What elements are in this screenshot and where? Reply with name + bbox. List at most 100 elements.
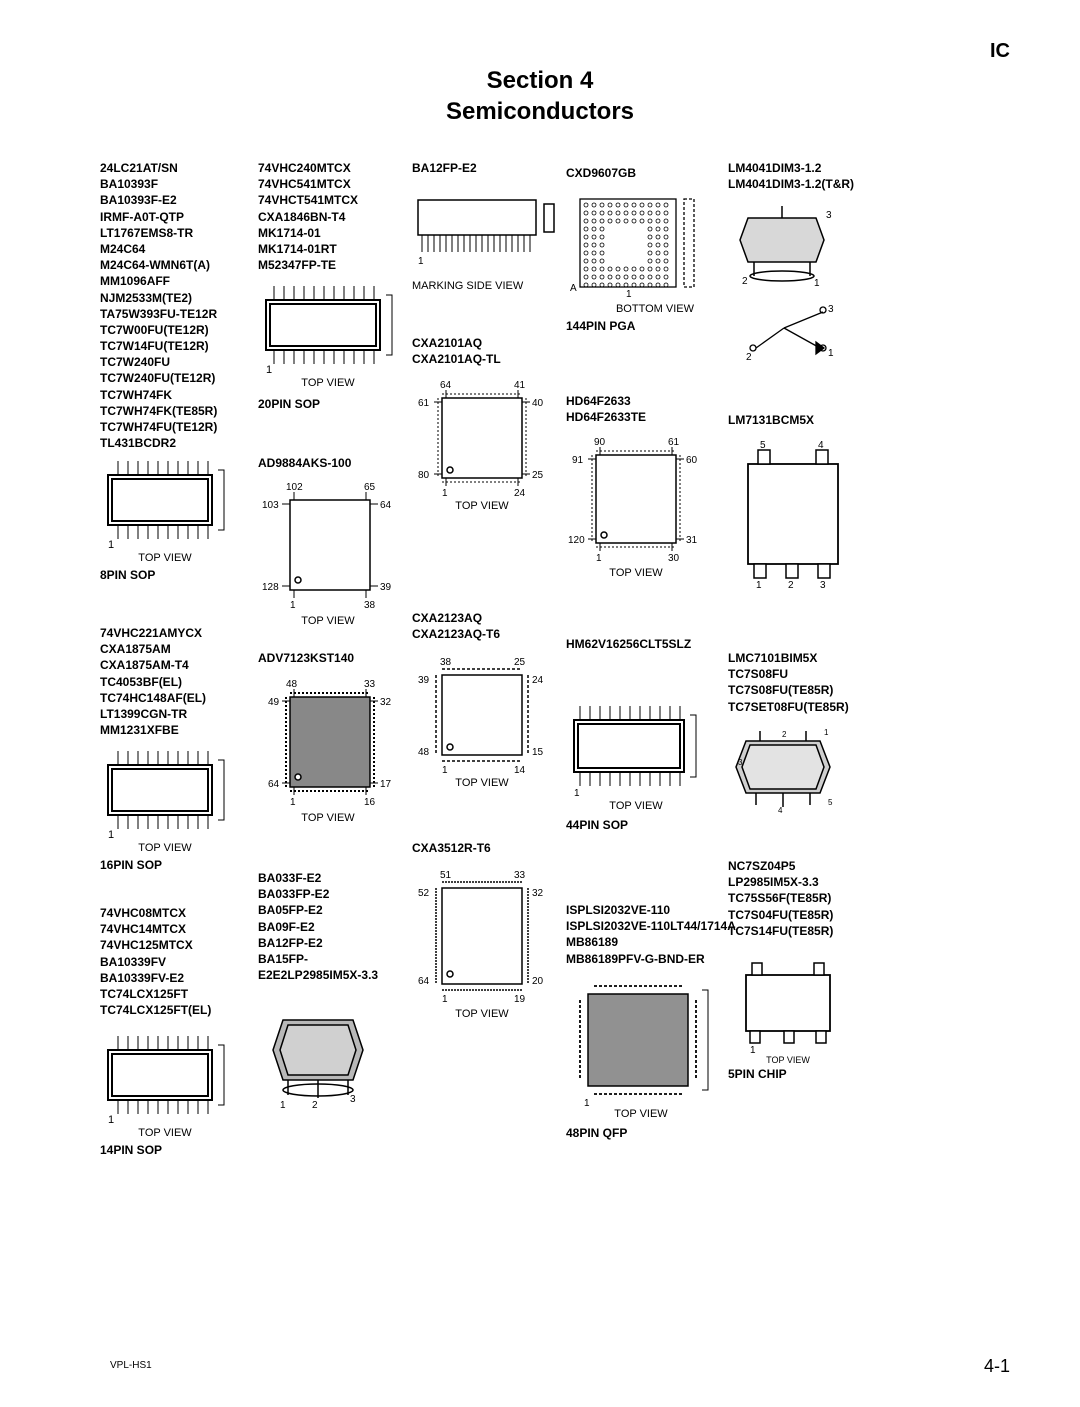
svg-text:61: 61 xyxy=(668,437,680,448)
svg-text:1: 1 xyxy=(290,600,296,611)
col3-list4: CXA3512R-T6 xyxy=(412,840,491,862)
svg-text:20: 20 xyxy=(532,976,544,987)
sot23-5-icon: 1 2 3 4 5 xyxy=(728,725,848,815)
svg-text:3: 3 xyxy=(820,580,826,590)
svg-text:1: 1 xyxy=(828,348,834,359)
pga144-icon: A 1 xyxy=(566,193,716,303)
svg-text:1: 1 xyxy=(266,364,272,375)
topview-label: TOP VIEW xyxy=(728,1055,848,1065)
col1-pkg2: 1 TOP VIEW 16PIN SOP xyxy=(100,745,230,872)
svg-text:24: 24 xyxy=(532,675,544,686)
svg-text:64: 64 xyxy=(380,500,392,511)
svg-text:38: 38 xyxy=(440,657,452,668)
qfp64b-icon: 51 33 32 20 19 1 52 64 xyxy=(412,866,552,1006)
svg-text:25: 25 xyxy=(514,657,526,668)
col1-pkg3: 1 TOP VIEW 14PIN SOP xyxy=(100,1030,230,1157)
footer-left: VPL-HS1 xyxy=(110,1360,152,1371)
pga-label: 144PIN PGA xyxy=(566,319,716,333)
section-line2: Semiconductors xyxy=(0,96,1080,127)
pkg1-label: 20PIN SOP xyxy=(258,397,398,411)
col5-list3: LMC7101BIM5XTC7S08FUTC7S08FU(TE85R)TC7SE… xyxy=(728,650,849,721)
topview-label: TOP VIEW xyxy=(258,615,398,627)
header-ic: IC xyxy=(990,40,1010,63)
sop44-label: 44PIN SOP xyxy=(566,818,706,832)
col4-pkg4: 1 TOP VIEW 48PIN QFP xyxy=(566,978,716,1140)
col5-pkg1a: 3 2 1 xyxy=(728,200,848,290)
qfp48-body-icon: 1 xyxy=(566,978,716,1106)
svg-text:3: 3 xyxy=(350,1094,356,1105)
sop14-icon: 1 xyxy=(100,1030,230,1125)
svg-text:5: 5 xyxy=(828,798,833,807)
svg-text:25: 25 xyxy=(532,470,544,481)
topview-label: TOP VIEW xyxy=(566,800,706,812)
svg-text:102: 102 xyxy=(286,482,303,493)
col2-list2: AD9884AKS-100 xyxy=(258,455,351,477)
svg-text:1: 1 xyxy=(108,539,114,550)
svg-text:33: 33 xyxy=(364,679,376,690)
svg-text:14: 14 xyxy=(514,765,526,775)
svg-text:40: 40 xyxy=(532,398,544,409)
svg-text:17: 17 xyxy=(380,779,392,790)
qfp120-icon: 90 61 60 31 30 1 91 120 xyxy=(566,435,706,565)
svg-text:91: 91 xyxy=(572,455,584,466)
svg-text:39: 39 xyxy=(380,582,392,593)
topview-label: TOP VIEW xyxy=(412,1008,552,1020)
svg-text:64: 64 xyxy=(418,976,430,987)
sot23-icon: 3 2 1 xyxy=(728,200,848,290)
col2-list1: 74VHC240MTCX74VHC541MTCX74VHCT541MTCXCXA… xyxy=(258,160,358,279)
col3-pkg2: 64 41 40 25 24 1 61 80 TOP VIEW xyxy=(412,378,552,512)
svg-text:2: 2 xyxy=(746,352,752,363)
svg-text:2: 2 xyxy=(742,276,748,287)
svg-text:33: 33 xyxy=(514,870,526,881)
svg-text:64: 64 xyxy=(440,380,452,391)
svg-text:1: 1 xyxy=(574,788,580,798)
svg-text:1: 1 xyxy=(824,728,829,737)
svg-text:1: 1 xyxy=(418,256,424,267)
topview-label: TOP VIEW xyxy=(566,567,706,579)
pkg3-label: 14PIN SOP xyxy=(100,1143,230,1157)
svg-text:2: 2 xyxy=(782,730,787,739)
svg-text:30: 30 xyxy=(668,553,680,564)
col4-pkg2: 90 61 60 31 30 1 91 120 TOP VIEW xyxy=(566,435,706,579)
col2-list3: ADV7123KST140 xyxy=(258,650,354,672)
svg-text:2: 2 xyxy=(788,580,794,590)
col4-list1: CXD9607GB xyxy=(566,165,636,187)
col5-pkg2: 5 4 1 2 3 xyxy=(728,440,858,590)
topview-label: TOP VIEW xyxy=(100,1127,230,1139)
col3-pkg4: 51 33 32 20 19 1 52 64 TOP VIEW xyxy=(412,866,552,1020)
col5-list4: NC7SZ04P5LP2985IM5X-3.3TC75S56F(TE85R)TC… xyxy=(728,858,833,945)
qfp80-icon: 64 41 40 25 24 1 61 80 xyxy=(412,378,552,498)
svg-text:61: 61 xyxy=(418,398,430,409)
col1-list3: 74VHC08MTCX74VHC14MTCX74VHC125MTCXBA1033… xyxy=(100,905,211,1024)
sot5-icon: 5 4 1 2 3 xyxy=(728,440,858,590)
svg-text:60: 60 xyxy=(686,455,698,466)
col1-list1: 24LC21AT/SNBA10393FBA10393F-E2IRMF-A0T-Q… xyxy=(100,160,217,457)
svg-text:16: 16 xyxy=(364,797,376,808)
svg-text:3: 3 xyxy=(738,758,743,767)
topview-label: TOP VIEW xyxy=(100,842,230,854)
col5-list2: LM7131BCM5X xyxy=(728,412,814,434)
svg-text:1: 1 xyxy=(814,278,820,289)
section-line1: Section 4 xyxy=(0,65,1080,96)
svg-text:4: 4 xyxy=(818,440,824,451)
col2-pkg3: 48 33 32 17 16 1 49 64 TOP VIEW xyxy=(258,675,398,824)
col4-list3: HM62V16256CLT5SLZ xyxy=(566,636,691,658)
col3-list3: CXA2123AQCXA2123AQ-T6 xyxy=(412,610,500,648)
svg-text:48: 48 xyxy=(286,679,298,690)
svg-text:80: 80 xyxy=(418,470,430,481)
col5-pkg4: 1 TOP VIEW 5PIN CHIP xyxy=(728,955,848,1081)
col2-list4: BA033F-E2BA033FP-E2BA05FP-E2BA09F-E2BA12… xyxy=(258,870,378,989)
col5-pkg1b: 3 2 1 xyxy=(728,298,848,368)
svg-text:4: 4 xyxy=(778,806,783,815)
col1-pkg1: 1 TOP VIEW 8PIN SOP xyxy=(100,455,230,582)
topview-label: TOP VIEW xyxy=(412,777,552,789)
topview-label: TOP VIEW xyxy=(100,552,230,564)
svg-text:5: 5 xyxy=(760,440,766,451)
svg-text:128: 128 xyxy=(262,582,279,593)
svg-text:1: 1 xyxy=(596,553,602,564)
topview-label: TOP VIEW xyxy=(566,1108,716,1120)
svg-text:1: 1 xyxy=(108,1114,114,1125)
topview-label: TOP VIEW xyxy=(258,377,398,389)
topview-label: TOP VIEW xyxy=(258,812,398,824)
svg-text:3: 3 xyxy=(828,304,834,315)
